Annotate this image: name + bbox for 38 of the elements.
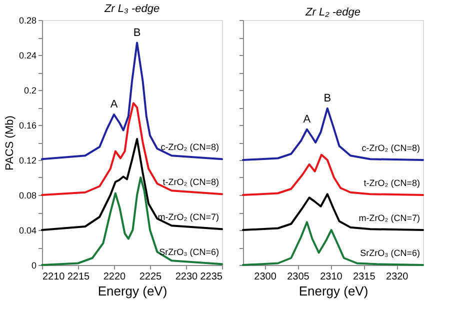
annotation: B [133,26,141,39]
y-tick-label: 0.08 [18,190,36,200]
x-tick-label: 2315 [353,272,376,282]
y-tick-label: 0.04 [18,226,36,236]
series-label: SrZrO₃ (CN=6) [159,247,219,258]
y-tick-label: 0.2 [24,86,36,96]
x-tick-label: 2230 [175,272,198,282]
line-series [41,42,223,160]
line-series [41,138,223,231]
x-tick-label: 2235 [200,272,223,282]
chart-title: Zr L₃ -edge [103,3,160,15]
series-label: c-ZrO₂ (CN=8) [362,143,420,153]
y-tick-label: 0.24 [18,50,36,60]
y-tick-label: 0 [31,260,36,270]
y-tick-label: 0.28 [18,16,36,26]
x-tick-label: 2225 [139,272,162,282]
x-tick-label: 2310 [320,272,343,282]
y-tick-label: 0.16 [18,120,36,130]
series-label: t-ZrO₂ (CN=8) [162,177,219,188]
series-label: t-ZrO₂ (CN=8) [364,178,420,188]
x-tick-label: 2305 [287,272,310,282]
x-axis-title: Energy (eV) [98,284,168,298]
x-axis-title: Energy (eV) [298,284,368,298]
annotation: A [303,113,312,126]
x-tick-label: 2215 [67,272,90,282]
series-label: SrZrO₃ (CN=6) [360,248,420,258]
annotation: A [110,98,118,110]
series-label: c-ZrO₂ (CN=8) [160,142,219,152]
x-tick-label: 2220 [103,272,126,282]
y-axis-title: PACS (Mb) [4,116,16,170]
y-tick-label: 0.12 [18,156,36,166]
series-label: m-ZrO₂ (CN=7) [158,212,219,222]
series-label: m-ZrO₂ (CN=7) [358,213,420,223]
chart-title: Zr L₂ -edge [304,6,360,18]
x-tick-label: 2210 [42,272,66,282]
x-tick-label: 2300 [254,272,277,282]
x-tick-label: 2320 [386,272,409,282]
annotation: B [324,92,332,104]
